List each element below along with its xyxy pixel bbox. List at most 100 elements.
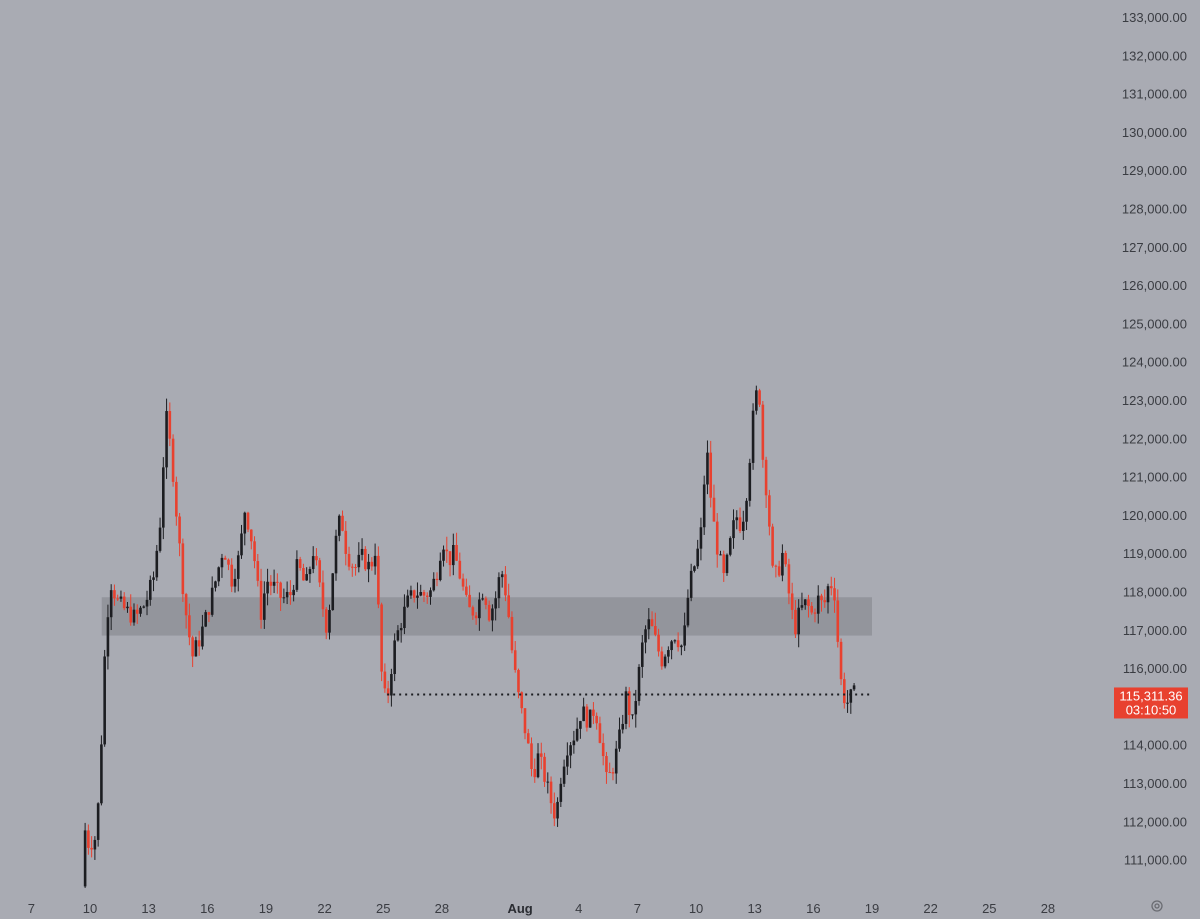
candle-body — [103, 656, 106, 745]
candle-body — [566, 755, 569, 767]
candle-body — [751, 410, 755, 463]
time-tick-label: 10 — [83, 901, 97, 916]
candle-body — [377, 555, 380, 605]
candle-body — [650, 619, 654, 627]
price-tick-label: 130,000.00 — [1122, 125, 1187, 140]
candle-body — [422, 592, 426, 596]
candle-body — [553, 803, 556, 819]
candle-body — [758, 390, 761, 405]
candle-body — [435, 578, 439, 581]
candle-body — [445, 549, 449, 552]
candle-body — [654, 626, 657, 635]
time-tick-label: 25 — [376, 901, 390, 916]
candle-body — [771, 526, 774, 566]
candle-body — [624, 691, 628, 724]
candle-body — [455, 545, 458, 561]
candle-body — [735, 517, 739, 521]
candle-body — [217, 567, 221, 582]
candle-body — [768, 495, 771, 527]
time-tick-label: 4 — [575, 901, 582, 916]
time-tick-label: Aug — [507, 901, 532, 916]
candle-body — [429, 590, 432, 597]
candle-body — [663, 656, 667, 667]
candle-body — [350, 566, 354, 568]
candle-body — [536, 753, 540, 778]
price-axis[interactable]: 133,000.00 132,000.00 131,000.00 130,000.00… — [1122, 10, 1187, 868]
candle-body — [295, 559, 299, 590]
current-price-tag: 115,311.36 03:10:50 — [1114, 687, 1188, 719]
time-tick-label: 22 — [317, 901, 331, 916]
candle-body — [471, 607, 475, 616]
candle-body — [807, 599, 810, 606]
candle-body — [562, 766, 566, 784]
time-axis[interactable]: 7 10 13 16 19 22 25 28 Aug 4 7 10 13 16 19 22 25 28 — [28, 901, 1055, 916]
candle-body — [357, 554, 361, 568]
candle-body — [575, 728, 579, 741]
candle-body — [122, 596, 126, 609]
candle-body — [201, 626, 204, 647]
candle-body — [386, 688, 390, 696]
candle-body — [761, 404, 765, 460]
candle-body — [582, 706, 585, 722]
candle-body — [442, 549, 445, 561]
candle-body — [504, 574, 507, 596]
price-tick-label: 119,000.00 — [1123, 546, 1187, 561]
candle-body — [722, 554, 726, 574]
candle-body — [126, 606, 129, 609]
candle-body — [670, 641, 673, 651]
candle-body — [556, 801, 559, 819]
candle-body — [539, 753, 543, 757]
candle-body — [598, 723, 602, 743]
candle-body — [148, 579, 152, 600]
candle-body — [820, 595, 823, 601]
candle-body — [777, 566, 781, 576]
price-tick-label: 128,000.00 — [1122, 202, 1187, 217]
candle-body — [611, 772, 615, 774]
candle-body — [162, 467, 165, 528]
candle-body — [285, 591, 289, 598]
price-tick-label: 117,000.00 — [1123, 623, 1187, 638]
candle-body — [83, 830, 87, 887]
price-tick-label: 124,000.00 — [1122, 355, 1187, 370]
price-tick-label: 116,000.00 — [1123, 661, 1187, 676]
price-tick-label: 111,000.00 — [1124, 853, 1187, 868]
candle-body — [706, 452, 709, 485]
candle-body — [135, 609, 139, 614]
candle-body — [843, 679, 846, 704]
candle-body — [465, 586, 468, 595]
price-tick-label: 120,000.00 — [1122, 508, 1187, 523]
candle-body — [253, 541, 256, 562]
candle-body — [171, 438, 175, 482]
candle-body — [132, 609, 136, 623]
price-tick-label: 113,000.00 — [1123, 776, 1187, 791]
candle-body — [543, 756, 546, 782]
candle-body — [634, 701, 638, 715]
candle-body — [608, 772, 612, 774]
candle-body — [660, 651, 664, 667]
candle-body — [500, 574, 504, 578]
candle-body — [787, 564, 791, 594]
price-tick-label: 131,000.00 — [1122, 87, 1187, 102]
candle-body — [259, 580, 263, 620]
candle-body — [360, 548, 364, 555]
price-tick-label: 123,000.00 — [1122, 393, 1187, 408]
candle-body — [158, 527, 162, 551]
candle-body — [230, 564, 234, 587]
candle-body — [461, 578, 465, 587]
candle-body — [689, 570, 693, 598]
candle-body — [354, 567, 357, 569]
price-tick-label: 126,000.00 — [1122, 278, 1187, 293]
price-tick-label: 127,000.00 — [1122, 240, 1187, 255]
gear-icon[interactable] — [1150, 899, 1164, 913]
candle-body — [588, 709, 592, 728]
price-tick-label: 112,000.00 — [1123, 814, 1187, 829]
candle-body — [667, 650, 670, 657]
candle-body — [334, 535, 338, 574]
candle-body — [715, 521, 719, 555]
candle-body — [432, 578, 436, 591]
candle-body — [712, 497, 716, 522]
candle-body — [194, 640, 198, 657]
candle-body — [328, 609, 331, 633]
